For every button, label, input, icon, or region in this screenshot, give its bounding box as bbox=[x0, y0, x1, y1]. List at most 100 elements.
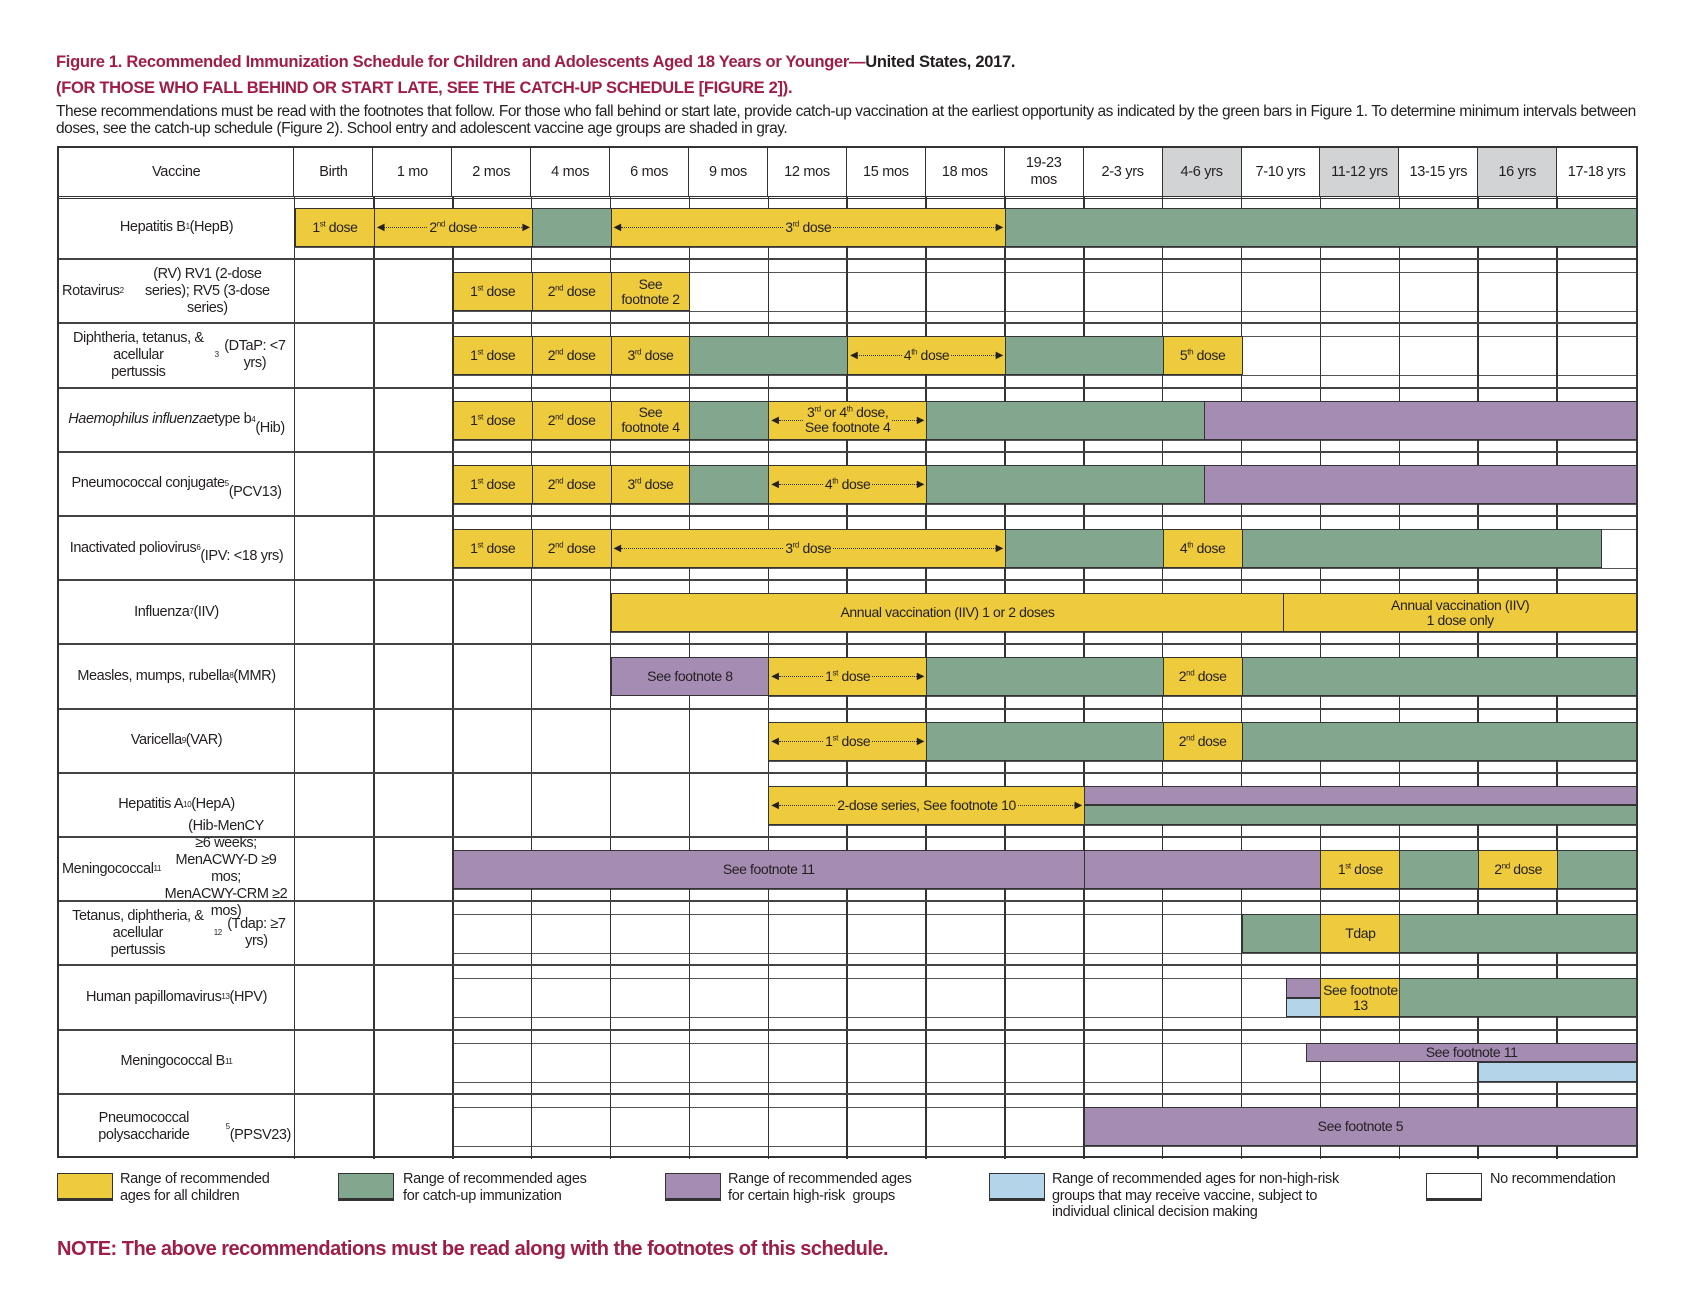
dotted-line bbox=[778, 419, 803, 421]
green-range-bar bbox=[1004, 336, 1164, 376]
dotted-line bbox=[778, 740, 824, 742]
age-column-header: 19-23 mos bbox=[1005, 148, 1084, 196]
bar-label: See footnote 5 bbox=[1317, 1117, 1404, 1134]
vaccine-name-part: Pneumococcal polysaccharide bbox=[98, 1109, 190, 1143]
grid-line bbox=[452, 568, 1636, 569]
vaccine-name-part: Human papillomavirus bbox=[85, 988, 222, 1005]
vaccine-name-part: Rotavirus bbox=[62, 282, 120, 299]
table-row: Varicella 9 (VAR) ◀ 1st dose ▶ 2nd dose bbox=[59, 709, 1637, 774]
dotted-line bbox=[384, 227, 428, 228]
green-range-bar bbox=[1557, 850, 1637, 889]
grid-line bbox=[1161, 966, 1164, 1029]
bar-label: 1st dose bbox=[470, 475, 516, 492]
grid-line bbox=[530, 581, 533, 644]
yellow-range-bar: 2nd dose bbox=[1162, 721, 1243, 761]
vaccine-name-part: Pneumococcal conjugate bbox=[71, 475, 225, 492]
grid-line bbox=[1161, 260, 1164, 323]
bar-label: 2nd dose bbox=[1178, 668, 1227, 685]
vaccine-name-part: Influenza bbox=[134, 603, 190, 620]
arrow-right-icon: ▶ bbox=[995, 222, 1004, 233]
age-grid: See footnote 11 bbox=[295, 1030, 1637, 1093]
arrow-right-icon: ▶ bbox=[522, 222, 530, 233]
grid-line bbox=[1004, 1030, 1006, 1093]
dotted-line bbox=[872, 483, 917, 485]
vaccine-name-part: Varicella bbox=[130, 732, 182, 749]
yellow-range-bar: 2nd dose bbox=[1478, 850, 1559, 889]
yellow-range-bar: ◀ 1st dose ▶ bbox=[768, 721, 928, 761]
bar-label: 2-dose series, See footnote 10 bbox=[837, 796, 1016, 813]
grid-line bbox=[452, 1081, 1636, 1083]
vaccine-name: Inactivated poliovirus 6 (IPV: <18 yrs) bbox=[59, 517, 295, 580]
yellow-range-bar: ◀ 3rd dose ▶ bbox=[610, 208, 1006, 247]
grid-line bbox=[688, 1030, 691, 1093]
age-grid: 1st dose 2nd dose See footnote 2 bbox=[295, 260, 1636, 323]
arrow-left-icon: ◀ bbox=[771, 671, 779, 683]
vaccine-name-part: (PPSV23) bbox=[229, 1126, 292, 1143]
grid-line bbox=[452, 1042, 1636, 1044]
vaccine-name: Pneumococcal conjugate 5 (PCV13) bbox=[59, 452, 295, 515]
yellow-range-bar: ◀ 4th dose ▶ bbox=[847, 336, 1006, 376]
bar-label: 1st dose bbox=[470, 347, 516, 364]
arrow-left-icon: ◀ bbox=[771, 735, 779, 747]
purple-range-bar: See footnote 5 bbox=[1083, 1106, 1637, 1146]
grid-line bbox=[530, 966, 533, 1029]
grid-line bbox=[452, 645, 454, 708]
vaccine-name: Influenza 7 (IIV) bbox=[59, 581, 295, 644]
age-column-header: 12 mos bbox=[768, 148, 847, 196]
table-row: Human papillomavirus 13 (HPV) See footnote… bbox=[59, 966, 1637, 1031]
grid-line bbox=[688, 1094, 691, 1159]
age-column-header: Birth bbox=[294, 148, 374, 196]
purple-range-bar: See footnote 11 bbox=[452, 850, 1085, 889]
green-range-bar bbox=[926, 721, 1164, 761]
bar-label: 2nd dose bbox=[547, 283, 596, 300]
age-column-header: 11-12 yrs bbox=[1320, 148, 1400, 196]
grid-line bbox=[373, 966, 375, 1029]
grid-line bbox=[925, 1030, 927, 1093]
arrow-right-icon: ▶ bbox=[995, 543, 1004, 554]
grid-line bbox=[452, 1106, 1636, 1108]
age-column-header: 16 yrs bbox=[1478, 148, 1558, 196]
blue-range-bar bbox=[1478, 1062, 1637, 1082]
purple-range-bar bbox=[1083, 850, 1322, 889]
bar-label: 4th dose bbox=[1179, 540, 1226, 556]
bar-label: See footnote 11 bbox=[722, 861, 815, 877]
bar-label: See footnote 11 bbox=[1425, 1043, 1518, 1060]
grid-line bbox=[452, 953, 1636, 955]
grid-line bbox=[609, 1094, 612, 1159]
bar-label: 2nd dose bbox=[547, 540, 596, 556]
grid-line bbox=[925, 1094, 927, 1159]
purple-range-bar bbox=[1083, 785, 1637, 806]
bar-label: 2nd dose bbox=[429, 219, 478, 235]
green-range-bar bbox=[926, 400, 1205, 440]
vaccine-name-part: (RV) RV1 (2-dose series); RV5 (3-dose se… bbox=[145, 265, 270, 316]
yellow-range-bar: Tdap bbox=[1320, 914, 1401, 954]
bar-label: Tdap bbox=[1345, 925, 1376, 942]
green-range-bar bbox=[1241, 657, 1637, 697]
bar-label: 1st dose bbox=[825, 732, 871, 749]
age-grid: ◀ 1st dose ▶ 2nd dose bbox=[295, 709, 1637, 772]
age-column-header: 13-15 yrs bbox=[1399, 148, 1479, 196]
grid-line bbox=[846, 902, 848, 965]
age-column-header: 4-6 yrs bbox=[1162, 148, 1242, 196]
bar-label: 3rd dose bbox=[627, 475, 674, 492]
grid-line bbox=[1004, 902, 1006, 965]
purple-range-bar: See footnote 8 bbox=[610, 657, 770, 697]
grid-line bbox=[609, 966, 612, 1029]
vaccine-name: Meningococcal B 11 bbox=[59, 1030, 295, 1093]
grid-line bbox=[846, 966, 848, 1029]
grid-line bbox=[1477, 324, 1479, 387]
vaccine-column-header: Vaccine bbox=[59, 148, 295, 196]
yellow-range-bar: 2nd dose bbox=[531, 529, 612, 568]
yellow-range-bar: 3rd dose bbox=[610, 336, 691, 376]
table-row: Diphtheria, tetanus, & acellular pertuss… bbox=[59, 324, 1636, 389]
grid-line bbox=[1161, 1030, 1164, 1093]
age-column-header: 15 mos bbox=[847, 148, 926, 196]
dotted-line bbox=[833, 548, 996, 549]
grid-line bbox=[1477, 260, 1479, 323]
yellow-range-bar: 2nd dose bbox=[531, 272, 612, 312]
arrow-left-icon: ◀ bbox=[771, 414, 779, 426]
grid-line bbox=[925, 966, 927, 1029]
bar-label: See footnote 4 bbox=[621, 404, 680, 436]
yellow-range-bar: See footnote 13 bbox=[1320, 978, 1401, 1018]
